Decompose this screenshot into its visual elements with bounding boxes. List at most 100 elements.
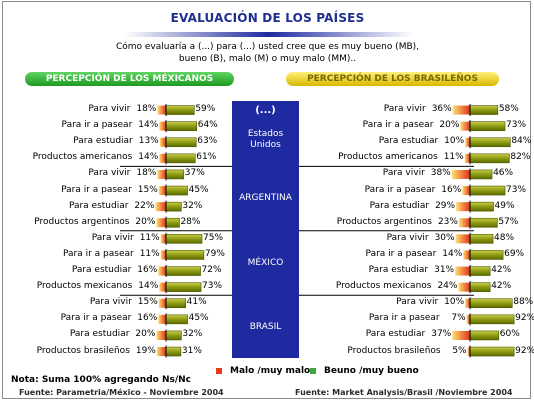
- value-bad: 16%: [137, 265, 158, 276]
- bar-bad: [458, 218, 470, 228]
- bar-bad: [159, 282, 166, 292]
- bar-bad: [466, 314, 470, 324]
- bar-good: [469, 266, 491, 276]
- value-bad: 22%: [134, 200, 155, 211]
- row-label: Para vivir: [89, 297, 132, 308]
- value-good: 92%: [515, 345, 534, 356]
- value-good: 88%: [513, 297, 534, 308]
- value-good: 31%: [181, 345, 202, 356]
- bar-good: [469, 234, 494, 244]
- row-label: Para ir a pasear: [61, 184, 132, 195]
- value-bad: 29%: [435, 200, 456, 211]
- value-good: 75%: [203, 232, 224, 243]
- bar-good: [469, 153, 510, 164]
- value-bad: 5%: [452, 345, 467, 356]
- value-good: 61%: [196, 152, 217, 163]
- row-label: Productos mexicanos: [36, 281, 133, 292]
- page-title: EVALUACIÓN DE LOS PAÍSES: [170, 11, 365, 25]
- row-label: Para vivir: [382, 168, 425, 179]
- bar-good: [469, 346, 515, 357]
- value-good: 58%: [498, 104, 519, 115]
- legend-good-swatch: [310, 368, 316, 374]
- bar-good: [165, 314, 188, 325]
- bar-bad: [159, 153, 166, 163]
- value-good: 82%: [510, 152, 531, 163]
- bar-good: [469, 314, 515, 325]
- row-label: Para ir a pasear: [368, 313, 440, 324]
- bar-good: [469, 330, 500, 341]
- value-bad: 16%: [441, 184, 462, 195]
- question-line-2: bueno (B), malo (M) o muy malo (MM)..: [178, 54, 357, 64]
- bar-bad: [465, 137, 470, 147]
- bar-bad: [160, 234, 166, 244]
- row-label: Para estudiar: [368, 265, 429, 276]
- legend-bad-swatch: [216, 368, 222, 374]
- value-bad: 38%: [430, 168, 451, 179]
- row-label: Para estudiar: [369, 200, 430, 211]
- value-good: 60%: [499, 329, 520, 340]
- value-bad: 23%: [437, 216, 458, 227]
- bar-good: [165, 169, 185, 180]
- bar-good: [469, 282, 491, 292]
- value-bad: 10%: [444, 297, 465, 308]
- bar-bad: [156, 330, 166, 340]
- value-bad: 36%: [431, 104, 452, 115]
- bar-bad: [463, 250, 470, 260]
- row-label: Para ir a pasear: [364, 184, 436, 195]
- bar-bad: [460, 121, 470, 131]
- row-label: Para vivir: [88, 104, 131, 115]
- value-bad: 18%: [136, 104, 157, 115]
- bar-bad: [458, 282, 470, 292]
- bar-good: [165, 250, 205, 260]
- bar-bad: [455, 234, 470, 244]
- bar-bad: [159, 137, 166, 147]
- row-label: Para estudiar: [365, 329, 426, 340]
- value-good: 92%: [515, 313, 534, 324]
- row-label: Para estudiar: [378, 136, 439, 147]
- bar-bad: [455, 266, 470, 276]
- value-good: 45%: [188, 313, 209, 324]
- row-label: Productos argentinos: [336, 216, 432, 227]
- bar-bad: [452, 330, 470, 340]
- row-label: Para ir a pasear: [61, 120, 133, 131]
- row-label: Para ir a pasear: [365, 248, 437, 259]
- country-column: [232, 101, 299, 358]
- bar-bad: [158, 266, 166, 276]
- value-bad: 11%: [139, 232, 160, 243]
- bar-good: [469, 298, 513, 309]
- value-good: 46%: [493, 168, 514, 179]
- value-good: 41%: [186, 297, 207, 308]
- note: Nota: Suma 100% agregando Ns/Nc: [11, 375, 192, 385]
- bar-good: [469, 250, 504, 260]
- bar-good: [469, 121, 506, 131]
- bar-good: [165, 234, 203, 244]
- bar-good: [469, 201, 494, 212]
- bar-bad: [158, 186, 166, 196]
- row-label: Productos brasileños: [347, 345, 441, 356]
- header-mexicans: PERCEPCIÓN DE LOS MÉXICANOS: [25, 72, 234, 86]
- legend-bad-label: Malo /muy malo: [230, 366, 311, 376]
- row-label: Productos mexicanos: [335, 281, 432, 292]
- value-bad: 13%: [138, 136, 159, 147]
- row-label: Para ir a pasear: [63, 248, 134, 259]
- value-bad: 18%: [136, 168, 157, 179]
- row-label: Para vivir: [88, 168, 131, 179]
- value-bad: 20%: [439, 120, 460, 131]
- bar-good: [165, 153, 196, 164]
- value-bad: 15%: [137, 184, 158, 195]
- bar-good: [165, 266, 201, 276]
- source-left: Fuente: Parametria/México - Noviembre 20…: [19, 388, 224, 397]
- legend-good-label: Beuno /muy bueno: [324, 366, 419, 376]
- value-bad: 16%: [137, 313, 158, 324]
- value-good: 57%: [498, 216, 519, 227]
- value-bad: 10%: [444, 136, 465, 147]
- value-good: 59%: [195, 104, 216, 115]
- value-good: 84%: [511, 136, 532, 147]
- value-bad: 31%: [434, 265, 455, 276]
- row-label: Para estudiar: [69, 329, 130, 340]
- value-good: 42%: [491, 281, 512, 292]
- value-good: 42%: [491, 265, 512, 276]
- country-label-0-1: Unidos: [250, 140, 281, 151]
- value-bad: 14%: [138, 120, 159, 131]
